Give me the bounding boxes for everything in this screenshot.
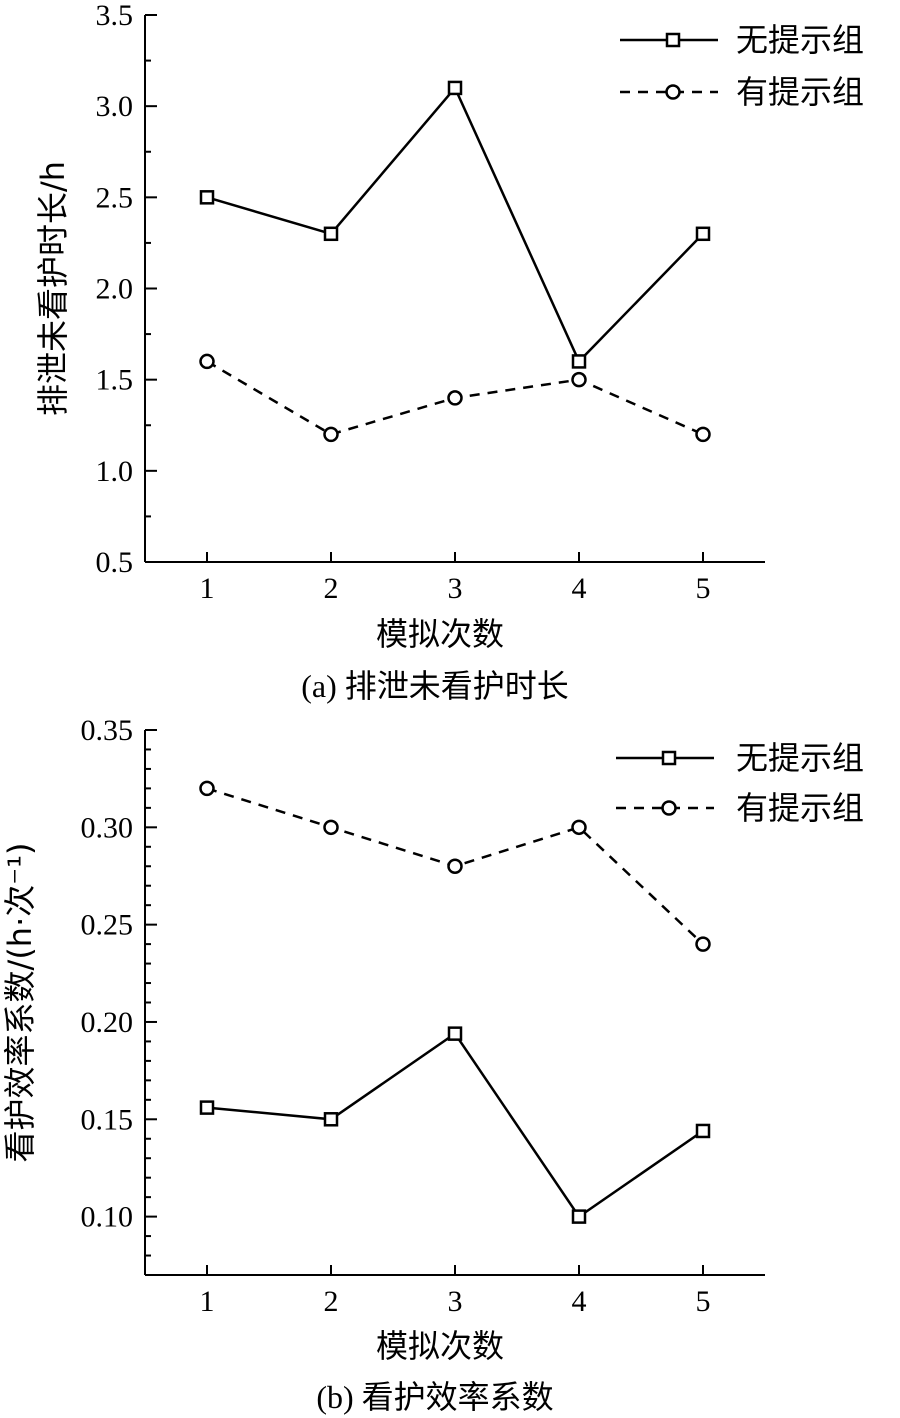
x-tick-label: 2	[324, 1285, 339, 1318]
x-axis-title: 模拟次数	[376, 615, 504, 653]
y-tick-label: 0.20	[81, 1006, 134, 1039]
y-axis-title: 看护效率系数/(h·次⁻¹)	[1, 843, 39, 1163]
data-point-square	[447, 1026, 463, 1041]
legend-marker-circle	[661, 800, 677, 816]
y-tick-label: 1.0	[96, 455, 134, 488]
data-point-square	[199, 1100, 215, 1115]
y-axis-title: 排泄未看护时长/h	[34, 161, 72, 416]
y-tick-label: 0.35	[81, 714, 134, 747]
y-tick-label: 0.10	[81, 1201, 134, 1234]
legend-label: 有提示组	[736, 73, 864, 111]
y-tick-label: 0.25	[81, 909, 134, 942]
y-tick-label: 0.30	[81, 811, 134, 844]
data-point-circle	[695, 936, 711, 952]
data-point-circle	[199, 780, 215, 797]
data-point-circle	[695, 426, 711, 443]
legend-marker-square	[661, 750, 677, 766]
y-tick-label: 0.5	[96, 546, 134, 579]
chart-a: 0.5 1.0 1.5 2.0 2.5 3.0 3.5 1 2 3 4 5 模拟次数 排泄未看护时长/h (…	[34, 0, 864, 704]
data-point-square	[323, 226, 339, 242]
data-point-square	[571, 1209, 587, 1224]
data-point-circle	[323, 426, 339, 443]
data-point-circle	[447, 858, 463, 874]
series-line-1	[206, 1031, 704, 1219]
data-point-square	[695, 226, 711, 242]
y-tick-label: 3.5	[96, 0, 134, 32]
legend-marker-circle	[665, 84, 681, 100]
data-point-square	[447, 80, 463, 96]
data-point-circle	[571, 819, 587, 836]
y-tick-label: 0.15	[81, 1103, 134, 1136]
y-tick-label: 2.5	[96, 181, 134, 214]
data-point-square	[571, 354, 587, 369]
data-point-circle	[447, 390, 463, 406]
data-point-circle	[323, 819, 339, 836]
y-tick-label: 3.0	[96, 90, 134, 123]
data-point-square	[199, 190, 215, 205]
chart-b: 0.10 0.15 0.20 0.25 0.30 0.35 1 2 3 4 5 模拟次数 看护效率系数/…	[1, 714, 864, 1415]
y-tick-label: 1.5	[96, 364, 134, 397]
data-point-square	[695, 1123, 711, 1139]
figure-caption: (a) 排泄未看护时长	[301, 668, 569, 704]
x-tick-label: 1	[200, 572, 215, 605]
x-tick-label: 3	[448, 1285, 463, 1318]
x-tick-label: 3	[448, 572, 463, 605]
x-tick-label: 4	[572, 572, 587, 605]
data-point-circle	[571, 371, 587, 388]
legend-label: 有提示组	[736, 789, 864, 827]
series-line-1	[206, 85, 704, 364]
data-point-circle	[199, 353, 215, 370]
legend-marker-square	[665, 32, 681, 48]
x-tick-label: 1	[200, 1285, 215, 1318]
data-point-square	[323, 1112, 339, 1127]
legend-label: 无提示组	[736, 739, 864, 777]
x-tick-label: 5	[696, 1285, 711, 1318]
figure-caption: (b) 看护效率系数	[316, 1379, 553, 1415]
x-tick-label: 2	[324, 572, 339, 605]
legend-label: 无提示组	[736, 21, 864, 59]
x-axis-title: 模拟次数	[376, 1327, 504, 1365]
x-tick-label: 5	[696, 572, 711, 605]
x-tick-label: 4	[572, 1285, 587, 1318]
y-tick-label: 2.0	[96, 273, 134, 306]
